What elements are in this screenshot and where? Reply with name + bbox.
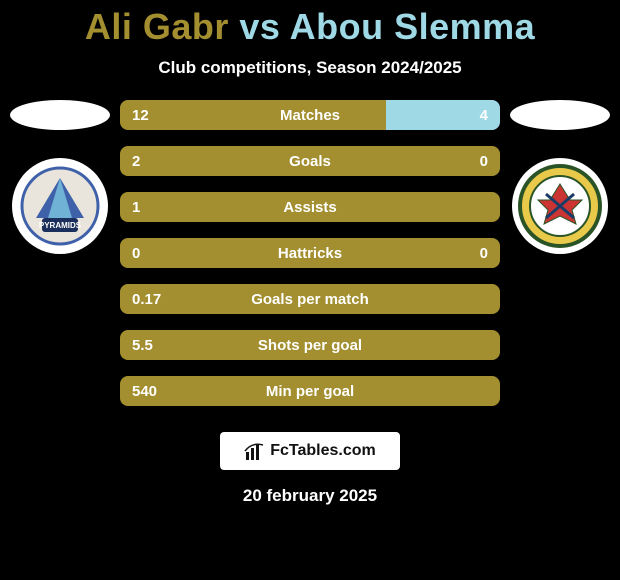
stat-value-left: 1	[132, 199, 140, 216]
bar-segment-left	[120, 100, 386, 130]
crest-icon	[518, 164, 602, 248]
stat-value-left: 0.17	[132, 291, 161, 308]
stat-label: Goals	[289, 153, 331, 170]
bar-chart-icon	[244, 440, 266, 462]
stat-value-left: 0	[132, 245, 140, 262]
stat-bars: 12 Matches 4 2 Goals 0 1 Assists 0 Hattricks 0 0.17…	[120, 100, 500, 406]
stat-value-left: 540	[132, 383, 157, 400]
stat-label: Goals per match	[251, 291, 369, 308]
comparison-title: Ali Gabr vs Abou Slemma	[0, 0, 620, 48]
stat-bar: 12 Matches 4	[120, 100, 500, 130]
svg-text:PYRAMIDS: PYRAMIDS	[39, 221, 82, 230]
stat-value-right: 0	[480, 153, 488, 170]
player1-silhouette	[10, 100, 110, 130]
footer-logo-text: FcTables.com	[270, 442, 376, 460]
stat-label: Assists	[283, 199, 336, 216]
vs-label: vs	[239, 6, 280, 47]
stat-bar: 2 Goals 0	[120, 146, 500, 176]
pyramids-club-crest: PYRAMIDS	[12, 158, 108, 254]
footer-date: 20 february 2025	[0, 486, 620, 506]
stat-value-right: 0	[480, 245, 488, 262]
stat-value-right: 4	[480, 107, 488, 124]
crest-icon: PYRAMIDS	[20, 166, 100, 246]
stat-bar: 540 Min per goal	[120, 376, 500, 406]
stat-value-left: 5.5	[132, 337, 153, 354]
fctables-logo: FcTables.com	[220, 432, 400, 470]
player1-name: Ali Gabr	[85, 6, 229, 47]
military-club-crest	[512, 158, 608, 254]
player2-name: Abou Slemma	[290, 6, 536, 47]
stat-label: Hattricks	[278, 245, 342, 262]
subtitle: Club competitions, Season 2024/2025	[0, 58, 620, 78]
stat-value-left: 2	[132, 153, 140, 170]
player2-silhouette	[510, 100, 610, 130]
stat-bar: 1 Assists	[120, 192, 500, 222]
stat-label: Min per goal	[266, 383, 354, 400]
stat-bar: 0 Hattricks 0	[120, 238, 500, 268]
stat-label: Shots per goal	[258, 337, 362, 354]
stat-bar: 0.17 Goals per match	[120, 284, 500, 314]
stat-value-left: 12	[132, 107, 149, 124]
comparison-stage: PYRAMIDS 12 Matches 4 2 Goals 0 1 Assists 0 Hattr…	[0, 100, 620, 406]
right-player-column	[500, 100, 620, 254]
left-player-column: PYRAMIDS	[0, 100, 120, 254]
stat-bar: 5.5 Shots per goal	[120, 330, 500, 360]
stat-label: Matches	[280, 107, 340, 124]
